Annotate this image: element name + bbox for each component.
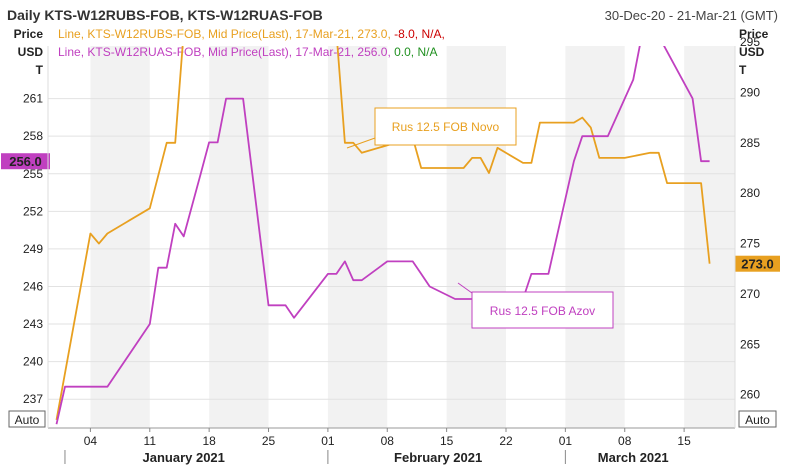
x-tick-label: 22 [499,434,513,448]
left-tick-label: 261 [23,92,43,106]
right-tick-label: 280 [740,186,760,200]
left-unit-line: T [36,63,44,77]
x-tick-label: 08 [381,434,395,448]
left-tick-label: 246 [23,279,43,293]
left-tick-label: 258 [23,129,43,143]
left-unit-label: Price USD T [14,27,44,77]
left-tick-label: 252 [23,204,43,218]
left-tick-label: 243 [23,317,43,331]
callout-azov-label: Rus 12.5 FOB Azov [490,304,595,318]
left-unit-line: Price [14,27,44,41]
right-auto-label[interactable]: Auto [745,413,770,427]
legend-change: 0.0, [394,45,414,59]
right-tick-label: 295 [740,35,760,49]
callout-novo-label: Rus 12.5 FOB Novo [392,120,500,134]
month-label: January 2021 [143,450,225,465]
right-unit-line: Price [739,27,769,41]
right-last-value-flag [735,255,780,272]
left-unit-line: USD [18,45,44,59]
callout-novo-box [374,107,517,146]
right-auto-button[interactable]: Auto [738,410,777,428]
x-tick-label: 11 [144,434,157,448]
legend-entry-novo: Line, KTS-W12RUBS-FOB, Mid Price(Last), … [58,27,445,41]
callout-azov-leader [457,282,473,294]
callout-azov: Rus 12.5 FOB Azov [457,282,614,329]
legend-prefix: Line, KTS-W12RUAS-FOB, Mid Price(Last), … [58,45,391,59]
chart-title: Daily KTS-W12RUBS-FOB, KTS-W12RUAS-FOB [7,7,323,23]
week-band [684,46,735,428]
left-auto-frame[interactable] [8,410,46,428]
week-band [565,46,625,428]
right-last-value-label: 273.0 [741,257,774,272]
callout-azov-box [471,291,614,329]
x-tick-label: 18 [202,434,216,448]
left-last-value-flag [1,153,50,170]
legend: Line, KTS-W12RUBS-FOB, Mid Price(Last), … [58,27,445,59]
x-tick-label: 15 [677,434,691,448]
x-tick-label: 08 [618,434,632,448]
week-band [446,46,506,428]
right-unit-line: T [739,63,747,77]
right-tick-label: 260 [740,388,760,402]
callout-novo-leader [346,137,376,149]
right-unit-label: Price USD T [739,27,769,77]
right-tick-label: 290 [740,85,760,99]
date-range: 30-Dec-20 - 21-Mar-21 (GMT) [605,8,778,23]
left-tick-label: 240 [23,355,43,369]
left-tick-label: 255 [23,167,43,181]
left-tick-label: 237 [23,392,43,406]
right-tick-label: 275 [740,237,760,251]
right-tick-label: 285 [740,136,760,150]
x-tick-label: 15 [440,434,454,448]
callout-novo: Rus 12.5 FOB Novo [346,107,517,149]
legend-tail: N/A, [421,27,444,41]
left-tick-label: 249 [23,242,43,256]
legend-prefix: Line, KTS-W12RUBS-FOB, Mid Price(Last), … [58,27,391,41]
x-tick-label: 01 [321,434,335,448]
left-auto-label[interactable]: Auto [15,413,40,427]
right-tick-label: 265 [740,337,760,351]
week-band [90,46,150,428]
left-last-value-label: 256.0 [9,154,42,169]
right-auto-frame[interactable] [738,410,777,428]
x-tick-label: 01 [559,434,573,448]
week-band [327,46,388,428]
legend-entry-azov: Line, KTS-W12RUAS-FOB, Mid Price(Last), … [58,45,438,59]
week-band [209,46,269,428]
x-tick-label: 04 [84,434,98,448]
left-auto-button[interactable]: Auto [8,410,46,428]
series-line-KTS-W12RUAS-FOB [55,46,710,425]
month-label: March 2021 [598,450,669,465]
month-label: February 2021 [394,450,482,465]
right-unit-line: USD [739,45,765,59]
legend-change: -8.0, [394,27,418,41]
legend-tail: N/A [417,45,437,59]
x-tick-label: 25 [262,434,276,448]
right-tick-label: 270 [740,287,760,301]
